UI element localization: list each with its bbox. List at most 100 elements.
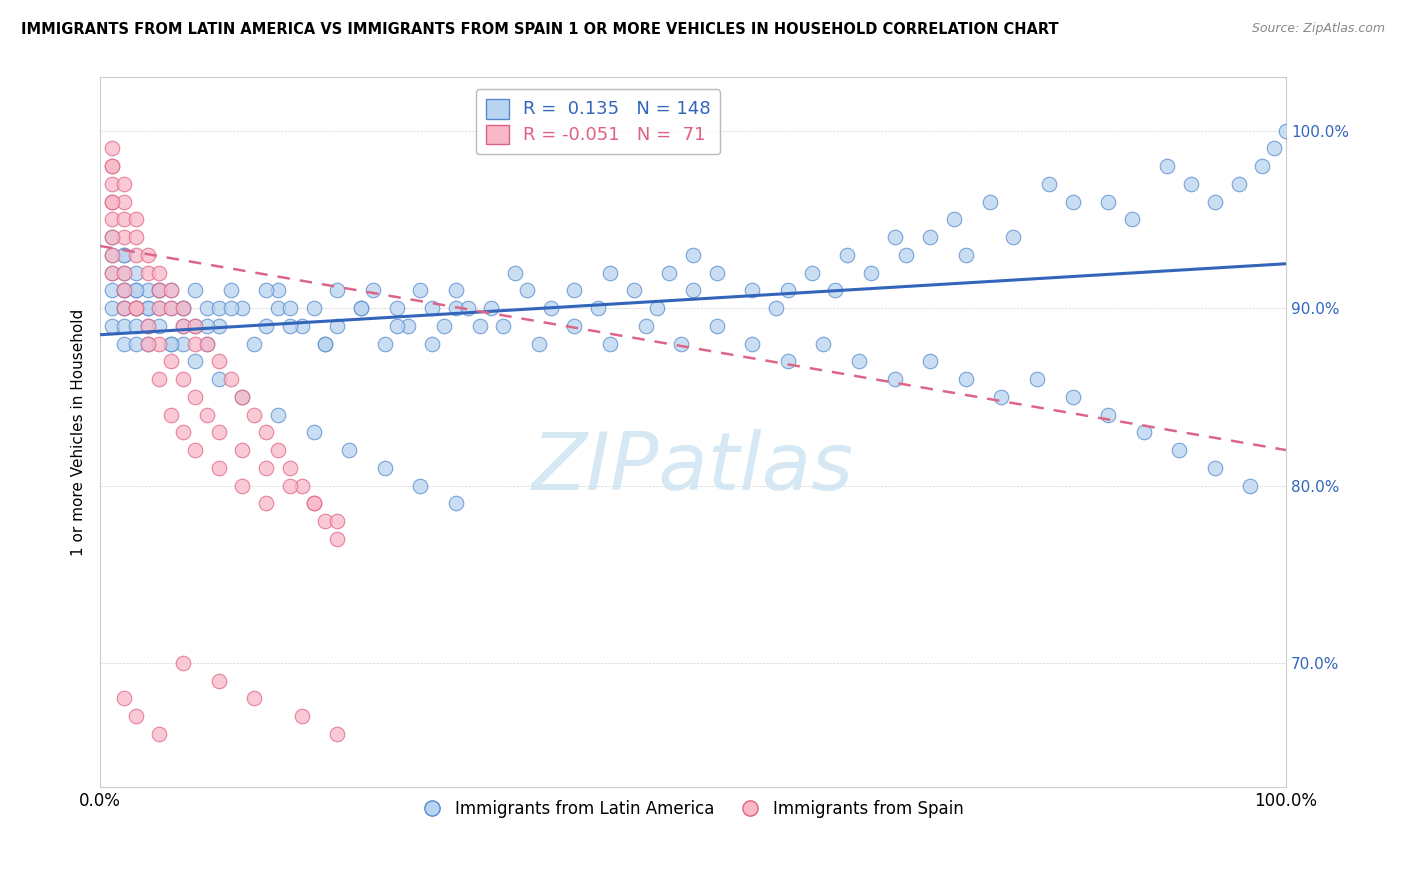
Point (682, 284, 704, 298)
Point (444, 301, 467, 315)
Point (457, 301, 479, 315)
Point (101, 248, 124, 262)
Point (540, 301, 562, 315)
Point (859, 266, 882, 280)
Point (1239, 478, 1261, 492)
Point (184, 336, 207, 351)
Point (101, 301, 124, 315)
Point (1168, 443, 1191, 458)
Point (112, 284, 135, 298)
Point (669, 336, 692, 351)
Point (112, 301, 135, 315)
Point (112, 266, 135, 280)
Point (125, 230, 148, 244)
Point (444, 496, 467, 510)
Point (433, 318, 456, 333)
Point (184, 318, 207, 333)
Point (1204, 460, 1226, 475)
Point (516, 284, 538, 298)
Point (208, 354, 231, 368)
Point (254, 318, 277, 333)
Point (302, 301, 325, 315)
Point (1002, 230, 1025, 244)
Point (219, 301, 242, 315)
Point (112, 336, 135, 351)
Point (326, 514, 349, 528)
Point (314, 336, 336, 351)
Point (955, 372, 977, 386)
Point (564, 318, 586, 333)
Point (208, 673, 231, 688)
Point (125, 301, 148, 315)
Point (254, 496, 277, 510)
Point (125, 301, 148, 315)
Point (148, 284, 170, 298)
Point (136, 318, 159, 333)
Point (172, 301, 194, 315)
Point (979, 194, 1001, 209)
Point (112, 212, 135, 227)
Point (101, 212, 124, 227)
Point (148, 318, 170, 333)
Point (125, 248, 148, 262)
Point (647, 301, 669, 315)
Point (337, 443, 360, 458)
Point (243, 691, 266, 706)
Point (302, 496, 325, 510)
Point (503, 266, 526, 280)
Point (219, 372, 242, 386)
Point (243, 336, 266, 351)
Point (314, 336, 336, 351)
Point (848, 354, 870, 368)
Point (125, 266, 148, 280)
Point (706, 266, 728, 280)
Point (125, 301, 148, 315)
Point (172, 425, 194, 440)
Point (314, 514, 336, 528)
Point (291, 709, 314, 723)
Point (195, 301, 218, 315)
Point (136, 318, 159, 333)
Point (148, 301, 170, 315)
Point (800, 266, 823, 280)
Point (112, 301, 135, 315)
Point (813, 336, 835, 351)
Point (706, 318, 728, 333)
Point (148, 284, 170, 298)
Point (101, 266, 124, 280)
Point (172, 318, 194, 333)
Point (267, 408, 290, 422)
Point (658, 266, 681, 280)
Point (254, 460, 277, 475)
Text: IMMIGRANTS FROM LATIN AMERICA VS IMMIGRANTS FROM SPAIN 1 OR MORE VEHICLES IN HOU: IMMIGRANTS FROM LATIN AMERICA VS IMMIGRA… (21, 22, 1059, 37)
Point (278, 460, 301, 475)
Point (208, 372, 231, 386)
Point (1062, 390, 1084, 404)
Point (195, 336, 218, 351)
Point (184, 443, 207, 458)
Point (326, 318, 349, 333)
Point (101, 194, 124, 209)
Point (136, 336, 159, 351)
Point (219, 284, 242, 298)
Point (208, 318, 231, 333)
Point (955, 248, 977, 262)
Point (160, 354, 183, 368)
Point (564, 284, 586, 298)
Point (101, 230, 124, 244)
Point (765, 301, 787, 315)
Point (160, 336, 183, 351)
Point (160, 284, 183, 298)
Point (208, 301, 231, 315)
Point (1121, 212, 1143, 227)
Point (148, 372, 170, 386)
Point (136, 248, 159, 262)
Point (278, 301, 301, 315)
Point (148, 727, 170, 741)
Point (195, 408, 218, 422)
Point (112, 301, 135, 315)
Point (243, 408, 266, 422)
Point (291, 478, 314, 492)
Text: ZIPatlas: ZIPatlas (531, 429, 853, 507)
Point (172, 318, 194, 333)
